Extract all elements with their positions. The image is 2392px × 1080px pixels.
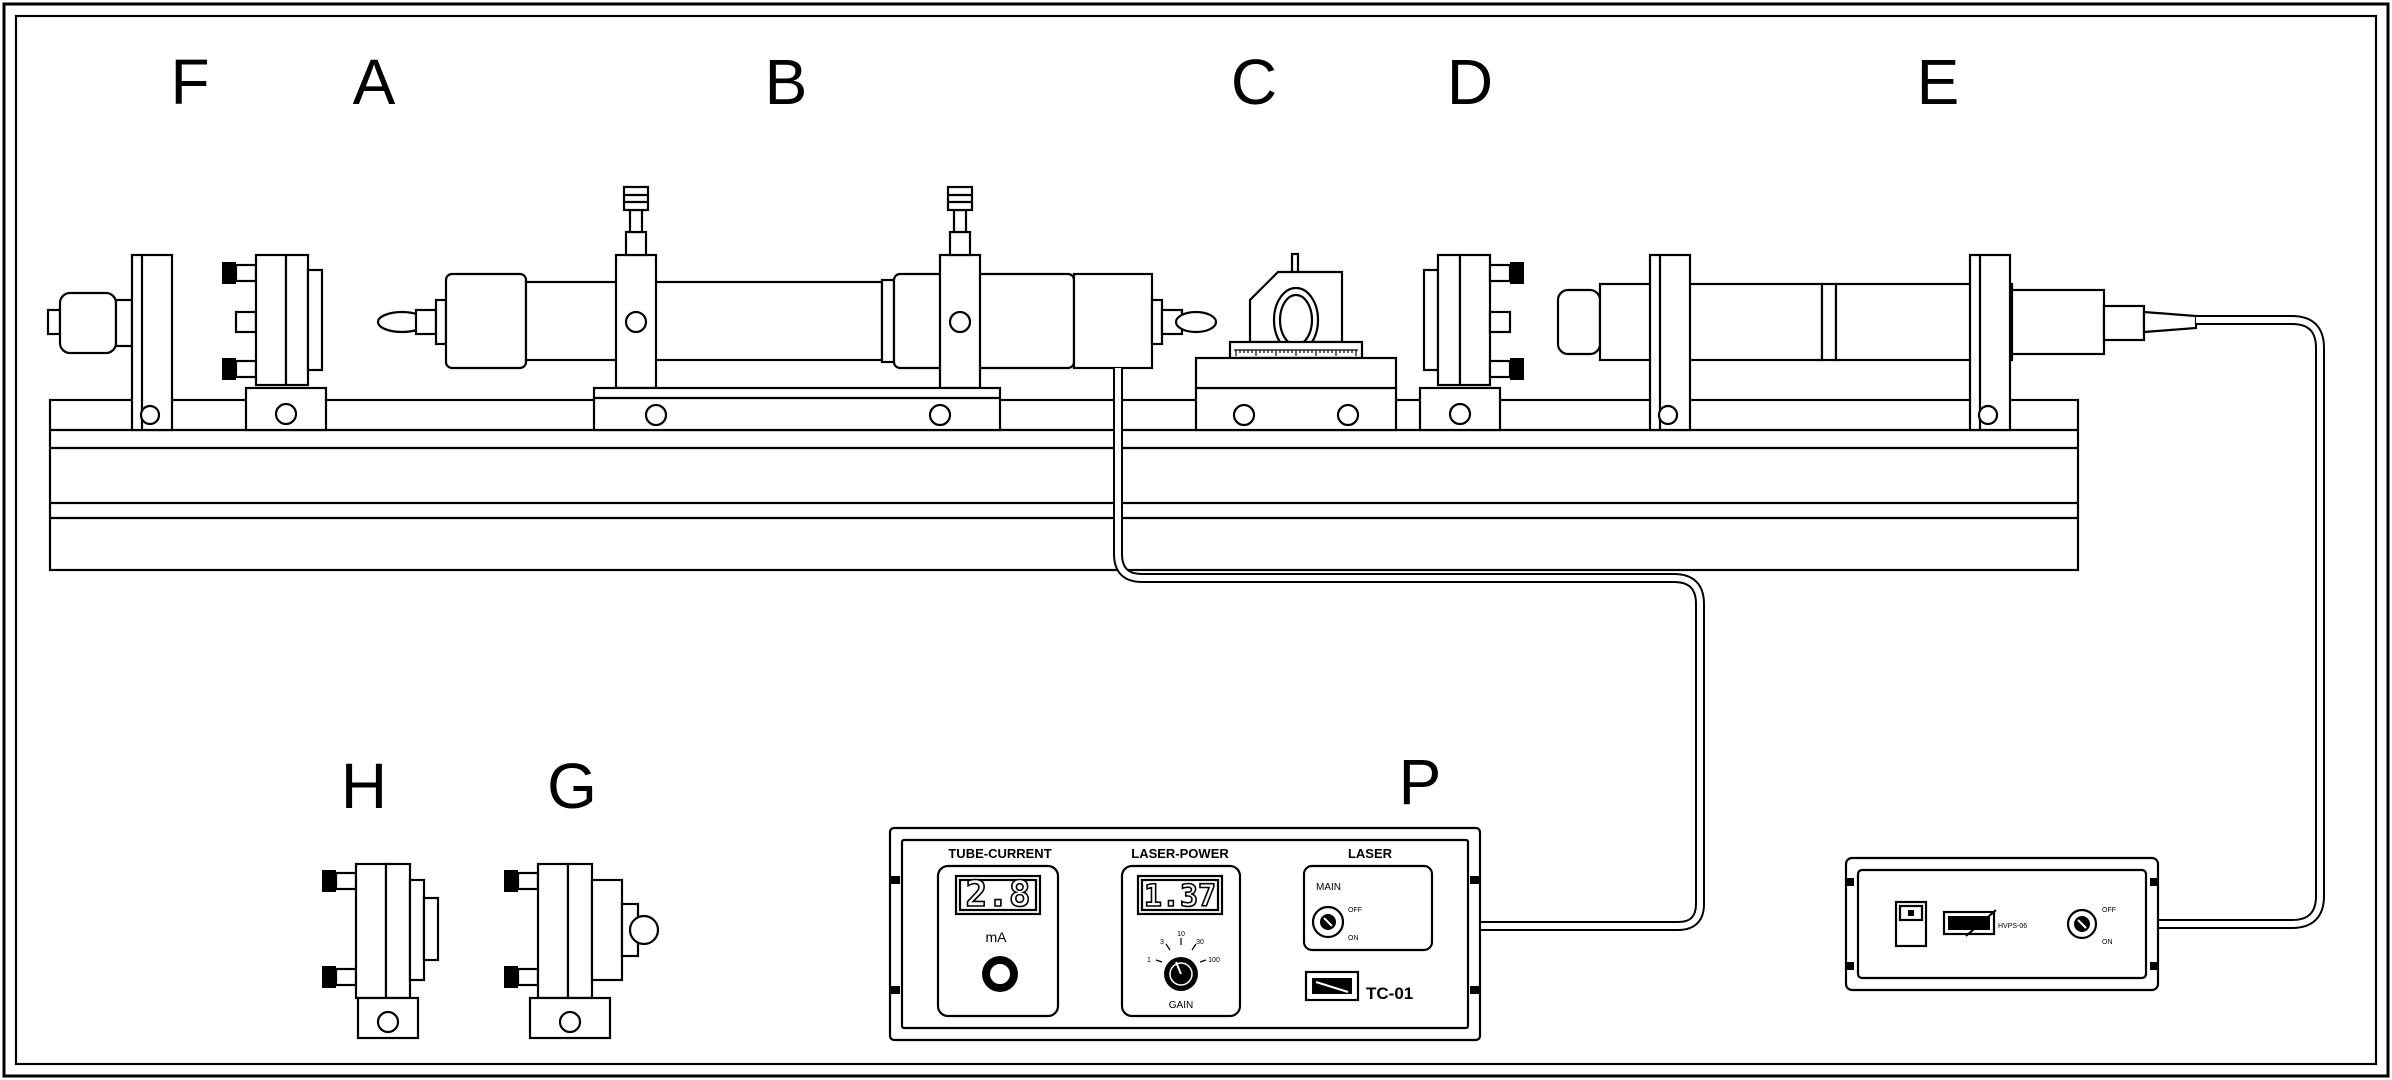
gain-tick-30: 30	[1196, 939, 1204, 946]
tube-current-display	[954, 874, 1042, 916]
rotary-scale-ticks	[1234, 349, 1358, 356]
laser-power-readout: 1.37	[1144, 879, 1216, 914]
laser-module	[1302, 864, 1434, 952]
optical-rail	[48, 398, 2080, 572]
label-h: H	[341, 750, 387, 822]
tube-current-title: TUBE-CURRENT	[948, 846, 1051, 861]
tube-current-readout: 2.8	[965, 874, 1030, 915]
cable-detector-to-psu	[2158, 315, 2325, 929]
gain-dial-ticks	[1155, 938, 1207, 963]
controller-tc01: TUBE-CURRENT 2.8 mA LASER-POWER 1.37 1 3…	[888, 826, 1482, 1042]
label-p: P	[1399, 746, 1442, 818]
component-a-mirror-holder	[222, 253, 328, 432]
label-c: C	[1231, 46, 1277, 118]
laser-title: LASER	[1348, 846, 1393, 861]
laser-off-label: OFF	[1348, 907, 1362, 914]
controller-model: TC-01	[1366, 984, 1413, 1003]
tube-current-module	[936, 864, 1060, 1018]
gain-tick-100: 100	[1208, 957, 1220, 964]
psu-hvps06: HVPS-06 OFF ON	[1844, 856, 2160, 992]
gain-tick-3: 3	[1160, 939, 1164, 946]
label-f: F	[170, 46, 209, 118]
label-b: B	[765, 46, 808, 118]
laser-power-display	[1136, 874, 1224, 916]
psu-on-label: ON	[2102, 939, 2113, 946]
psu-off-label: OFF	[2102, 907, 2116, 914]
gain-label: GAIN	[1169, 1000, 1193, 1011]
component-g-lamp-holder	[504, 862, 660, 1040]
component-b-laser-tube	[376, 185, 1218, 432]
component-e-detector-tube	[1556, 253, 2198, 432]
label-e: E	[1917, 46, 1960, 118]
label-d: D	[1447, 46, 1493, 118]
laser-on-label: ON	[1348, 935, 1359, 942]
label-g: G	[547, 750, 597, 822]
laser-power-module	[1120, 864, 1242, 1018]
gain-tick-10: 10	[1177, 931, 1185, 938]
component-h-mirror-holder	[322, 862, 440, 1040]
brand-logo	[1304, 970, 1360, 1002]
laser-power-title: LASER-POWER	[1131, 846, 1229, 861]
psu-model: HVPS-06	[1998, 923, 2027, 930]
tube-current-unit: mA	[986, 929, 1008, 945]
gain-tick-1: 1	[1147, 957, 1151, 964]
component-c-rotary-window	[1194, 252, 1398, 432]
label-a: A	[353, 46, 396, 118]
component-d-mirror-holder	[1418, 253, 1524, 432]
main-switch-label: MAIN	[1316, 882, 1341, 893]
inner-frame	[14, 14, 2378, 1066]
component-f-detector	[46, 253, 174, 432]
